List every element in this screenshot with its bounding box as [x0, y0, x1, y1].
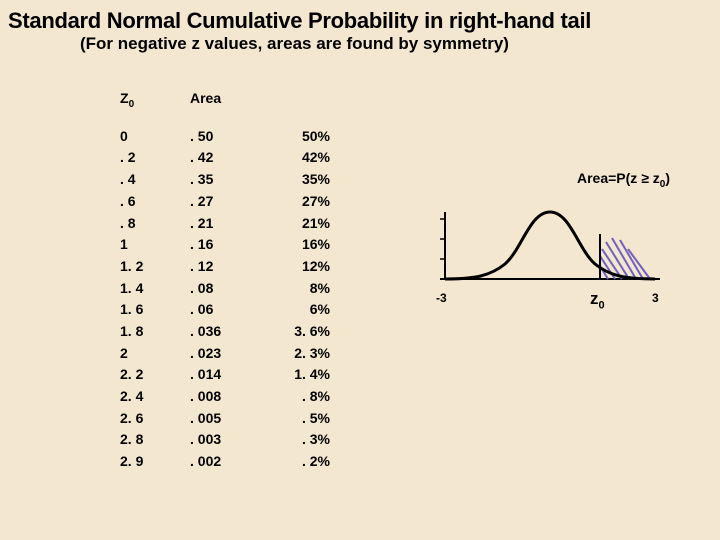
x-label-z-sub: 0 [599, 299, 605, 311]
normal-curve-svg [430, 194, 670, 289]
table-row: . 4. 3535% [120, 169, 330, 191]
chart-area-label: Area=P(z ≥ z0) [430, 170, 690, 190]
cell-pct: 3. 6% [260, 321, 330, 343]
cell-pct: . 5% [260, 408, 330, 430]
x-label-z-text: z [590, 289, 599, 308]
header-z-text: Z [120, 90, 129, 106]
cell-pct: 16% [260, 234, 330, 256]
chart-label-z: z [653, 170, 660, 186]
header-z: Z0 [120, 90, 190, 110]
cell-z: 2 [120, 343, 190, 365]
table-row: . 6. 2727% [120, 191, 330, 213]
cell-z: 1. 4 [120, 278, 190, 300]
cell-area: . 06 [190, 299, 260, 321]
cell-z: 2. 8 [120, 429, 190, 451]
table-row: 1. 8. 0363. 6% [120, 321, 330, 343]
cell-area: . 12 [190, 256, 260, 278]
cell-pct: 50% [260, 126, 330, 148]
table-header: Z0 Area [120, 90, 330, 110]
x-label-pos3: 3 [652, 291, 659, 305]
header-pct [260, 90, 330, 110]
table-row: 1. 2. 1212% [120, 256, 330, 278]
cell-pct: 35% [260, 169, 330, 191]
table-row: 1. 4. 088% [120, 278, 330, 300]
cell-z: 1. 8 [120, 321, 190, 343]
cell-z: 1 [120, 234, 190, 256]
page-subtitle: (For negative z values, areas are found … [0, 34, 720, 54]
table-row: 2. 6. 005. 5% [120, 408, 330, 430]
cell-area: . 023 [190, 343, 260, 365]
page-title: Standard Normal Cumulative Probability i… [0, 0, 720, 34]
geq-icon: ≥ [641, 170, 649, 186]
probability-table: Z0 Area 0. 5050%. 2. 4242%. 4. 3535%. 6.… [120, 90, 330, 473]
cell-area: . 002 [190, 451, 260, 473]
header-area: Area [190, 90, 260, 110]
chart-label-suffix: ) [665, 170, 670, 186]
table-row: 2. 8. 003. 3% [120, 429, 330, 451]
cell-pct: 1. 4% [260, 364, 330, 386]
x-label-z0: z0 [590, 289, 605, 311]
cell-area: . 27 [190, 191, 260, 213]
cell-area: . 21 [190, 213, 260, 235]
cell-pct: . 8% [260, 386, 330, 408]
cell-pct: 27% [260, 191, 330, 213]
cell-area: . 08 [190, 278, 260, 300]
cell-z: 2. 9 [120, 451, 190, 473]
cell-area: . 005 [190, 408, 260, 430]
cell-area: . 036 [190, 321, 260, 343]
cell-z: 2. 4 [120, 386, 190, 408]
cell-z: 1. 6 [120, 299, 190, 321]
cell-z: . 6 [120, 191, 190, 213]
cell-area: . 16 [190, 234, 260, 256]
cell-pct: . 2% [260, 451, 330, 473]
table-row: 1. 6. 066% [120, 299, 330, 321]
chart-label-prefix: Area=P(z [577, 170, 641, 186]
cell-pct: 6% [260, 299, 330, 321]
table-row: 2. 2. 0141. 4% [120, 364, 330, 386]
cell-area: . 014 [190, 364, 260, 386]
cell-area: . 003 [190, 429, 260, 451]
cell-pct: 42% [260, 147, 330, 169]
cell-area: . 35 [190, 169, 260, 191]
cell-z: . 8 [120, 213, 190, 235]
cell-pct: 2. 3% [260, 343, 330, 365]
table-body: 0. 5050%. 2. 4242%. 4. 3535%. 6. 2727%. … [120, 126, 330, 473]
cell-z: 2. 6 [120, 408, 190, 430]
header-z-sub: 0 [129, 99, 135, 110]
cell-z: . 4 [120, 169, 190, 191]
table-row: 2. 0232. 3% [120, 343, 330, 365]
table-row: 2. 9. 002. 2% [120, 451, 330, 473]
cell-pct: 12% [260, 256, 330, 278]
cell-pct: 21% [260, 213, 330, 235]
cell-z: 2. 2 [120, 364, 190, 386]
normal-curve-chart: Area=P(z ≥ z0) -3 z0 3 [430, 170, 690, 309]
cell-pct: 8% [260, 278, 330, 300]
x-label-neg3: -3 [436, 291, 447, 305]
cell-area: . 50 [190, 126, 260, 148]
table-row: 0. 5050% [120, 126, 330, 148]
cell-z: 1. 2 [120, 256, 190, 278]
x-axis-labels: -3 z0 3 [430, 291, 690, 309]
table-row: . 2. 4242% [120, 147, 330, 169]
cell-z: . 2 [120, 147, 190, 169]
table-row: . 8. 2121% [120, 213, 330, 235]
cell-pct: . 3% [260, 429, 330, 451]
table-row: 2. 4. 008. 8% [120, 386, 330, 408]
cell-area: . 008 [190, 386, 260, 408]
cell-area: . 42 [190, 147, 260, 169]
table-row: 1. 1616% [120, 234, 330, 256]
cell-z: 0 [120, 126, 190, 148]
